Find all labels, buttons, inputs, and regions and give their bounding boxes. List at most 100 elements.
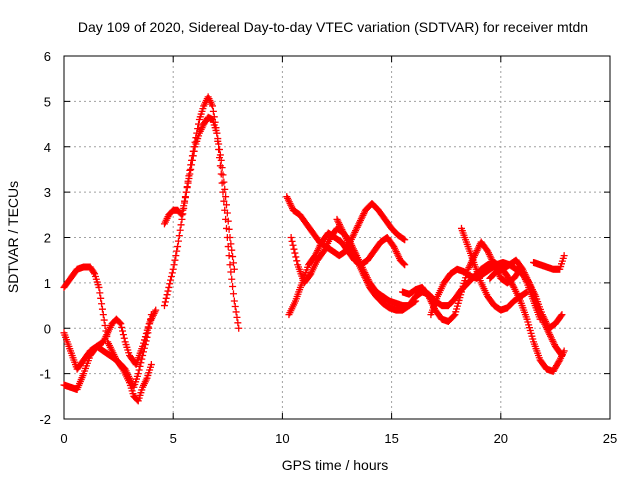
- series-arc-6: [283, 193, 409, 260]
- data-point: [215, 140, 223, 148]
- data-point: [213, 129, 221, 137]
- data-point: [218, 164, 226, 172]
- data-points: [60, 93, 568, 405]
- data-point: [227, 240, 235, 248]
- data-point: [217, 170, 225, 178]
- data-point: [166, 280, 174, 288]
- data-point: [230, 265, 238, 273]
- data-point: [165, 283, 173, 291]
- data-point: [168, 269, 176, 277]
- data-point: [147, 361, 155, 369]
- x-tick-label: 0: [60, 431, 67, 446]
- data-point: [557, 312, 565, 320]
- data-point: [179, 206, 187, 214]
- data-point: [217, 156, 225, 164]
- data-point: [560, 252, 568, 260]
- x-tick-label: 5: [170, 431, 177, 446]
- data-point: [163, 291, 171, 299]
- data-point: [229, 259, 237, 267]
- data-point: [209, 107, 217, 115]
- series-arc-3: [60, 306, 160, 394]
- x-tick-label: 20: [494, 431, 508, 446]
- data-point: [220, 178, 228, 186]
- data-point: [235, 324, 243, 332]
- data-point: [185, 175, 193, 183]
- y-axis-label: SDTVAR / TECUs: [5, 181, 21, 293]
- x-tick-label: 10: [275, 431, 289, 446]
- data-point: [173, 247, 181, 255]
- data-point: [190, 147, 198, 155]
- data-point: [219, 171, 227, 179]
- data-point: [450, 312, 458, 320]
- data-point: [558, 311, 566, 319]
- data-point: [172, 252, 180, 260]
- data-point: [209, 102, 217, 110]
- data-point: [170, 261, 178, 269]
- grid: [64, 56, 610, 419]
- y-tick-label: 6: [44, 49, 51, 64]
- data-point: [140, 339, 148, 347]
- data-point: [174, 243, 182, 251]
- data-point: [174, 237, 182, 245]
- data-point: [229, 290, 237, 298]
- data-point: [188, 161, 196, 169]
- data-point: [118, 323, 126, 331]
- data-point: [293, 257, 301, 265]
- data-point: [162, 294, 170, 302]
- data-point: [90, 268, 98, 276]
- data-point: [138, 355, 146, 363]
- data-point: [216, 145, 224, 153]
- data-point: [287, 234, 295, 241]
- data-point: [139, 342, 147, 350]
- data-point: [167, 273, 175, 281]
- data-point: [225, 225, 233, 233]
- chart-title: Day 109 of 2020, Sidereal Day-to-day VTE…: [78, 19, 588, 35]
- data-point: [136, 362, 144, 370]
- y-tick-label: -2: [39, 412, 51, 427]
- data-point: [140, 336, 148, 344]
- y-tick-label: 1: [44, 276, 51, 291]
- data-point: [557, 350, 565, 358]
- data-point: [291, 249, 299, 257]
- data-point: [100, 316, 108, 324]
- data-point: [98, 305, 106, 313]
- data-point: [152, 306, 160, 314]
- data-point: [224, 217, 232, 225]
- data-point: [558, 351, 566, 359]
- data-point: [225, 252, 233, 260]
- data-point: [161, 298, 169, 306]
- data-point: [226, 234, 234, 241]
- data-point: [181, 193, 189, 201]
- data-point: [222, 193, 230, 201]
- data-point: [223, 209, 231, 217]
- data-point: [171, 256, 179, 264]
- y-tick-label: 2: [44, 231, 51, 246]
- data-point: [183, 184, 191, 192]
- x-tick-label: 15: [384, 431, 398, 446]
- y-tick-label: -1: [39, 367, 51, 382]
- data-point: [119, 327, 127, 335]
- y-tick-label: 0: [44, 321, 51, 336]
- series-arc-14: [530, 252, 568, 273]
- data-point: [177, 221, 185, 229]
- data-point: [176, 226, 184, 234]
- data-point: [141, 333, 149, 341]
- data-point: [184, 179, 192, 187]
- data-point: [143, 326, 151, 334]
- data-point: [96, 289, 104, 297]
- data-point: [187, 165, 195, 173]
- data-point: [288, 237, 296, 245]
- data-point: [234, 319, 242, 327]
- data-point: [120, 334, 128, 342]
- data-point: [169, 265, 177, 273]
- data-point: [98, 300, 106, 308]
- data-point: [186, 170, 194, 178]
- data-point: [180, 202, 188, 210]
- tick-marks: [63, 55, 611, 420]
- data-point: [117, 320, 125, 328]
- data-point: [182, 188, 190, 196]
- data-point: [101, 322, 109, 330]
- data-point: [218, 179, 226, 187]
- data-point: [135, 366, 143, 374]
- x-axis-label: GPS time / hours: [282, 457, 389, 473]
